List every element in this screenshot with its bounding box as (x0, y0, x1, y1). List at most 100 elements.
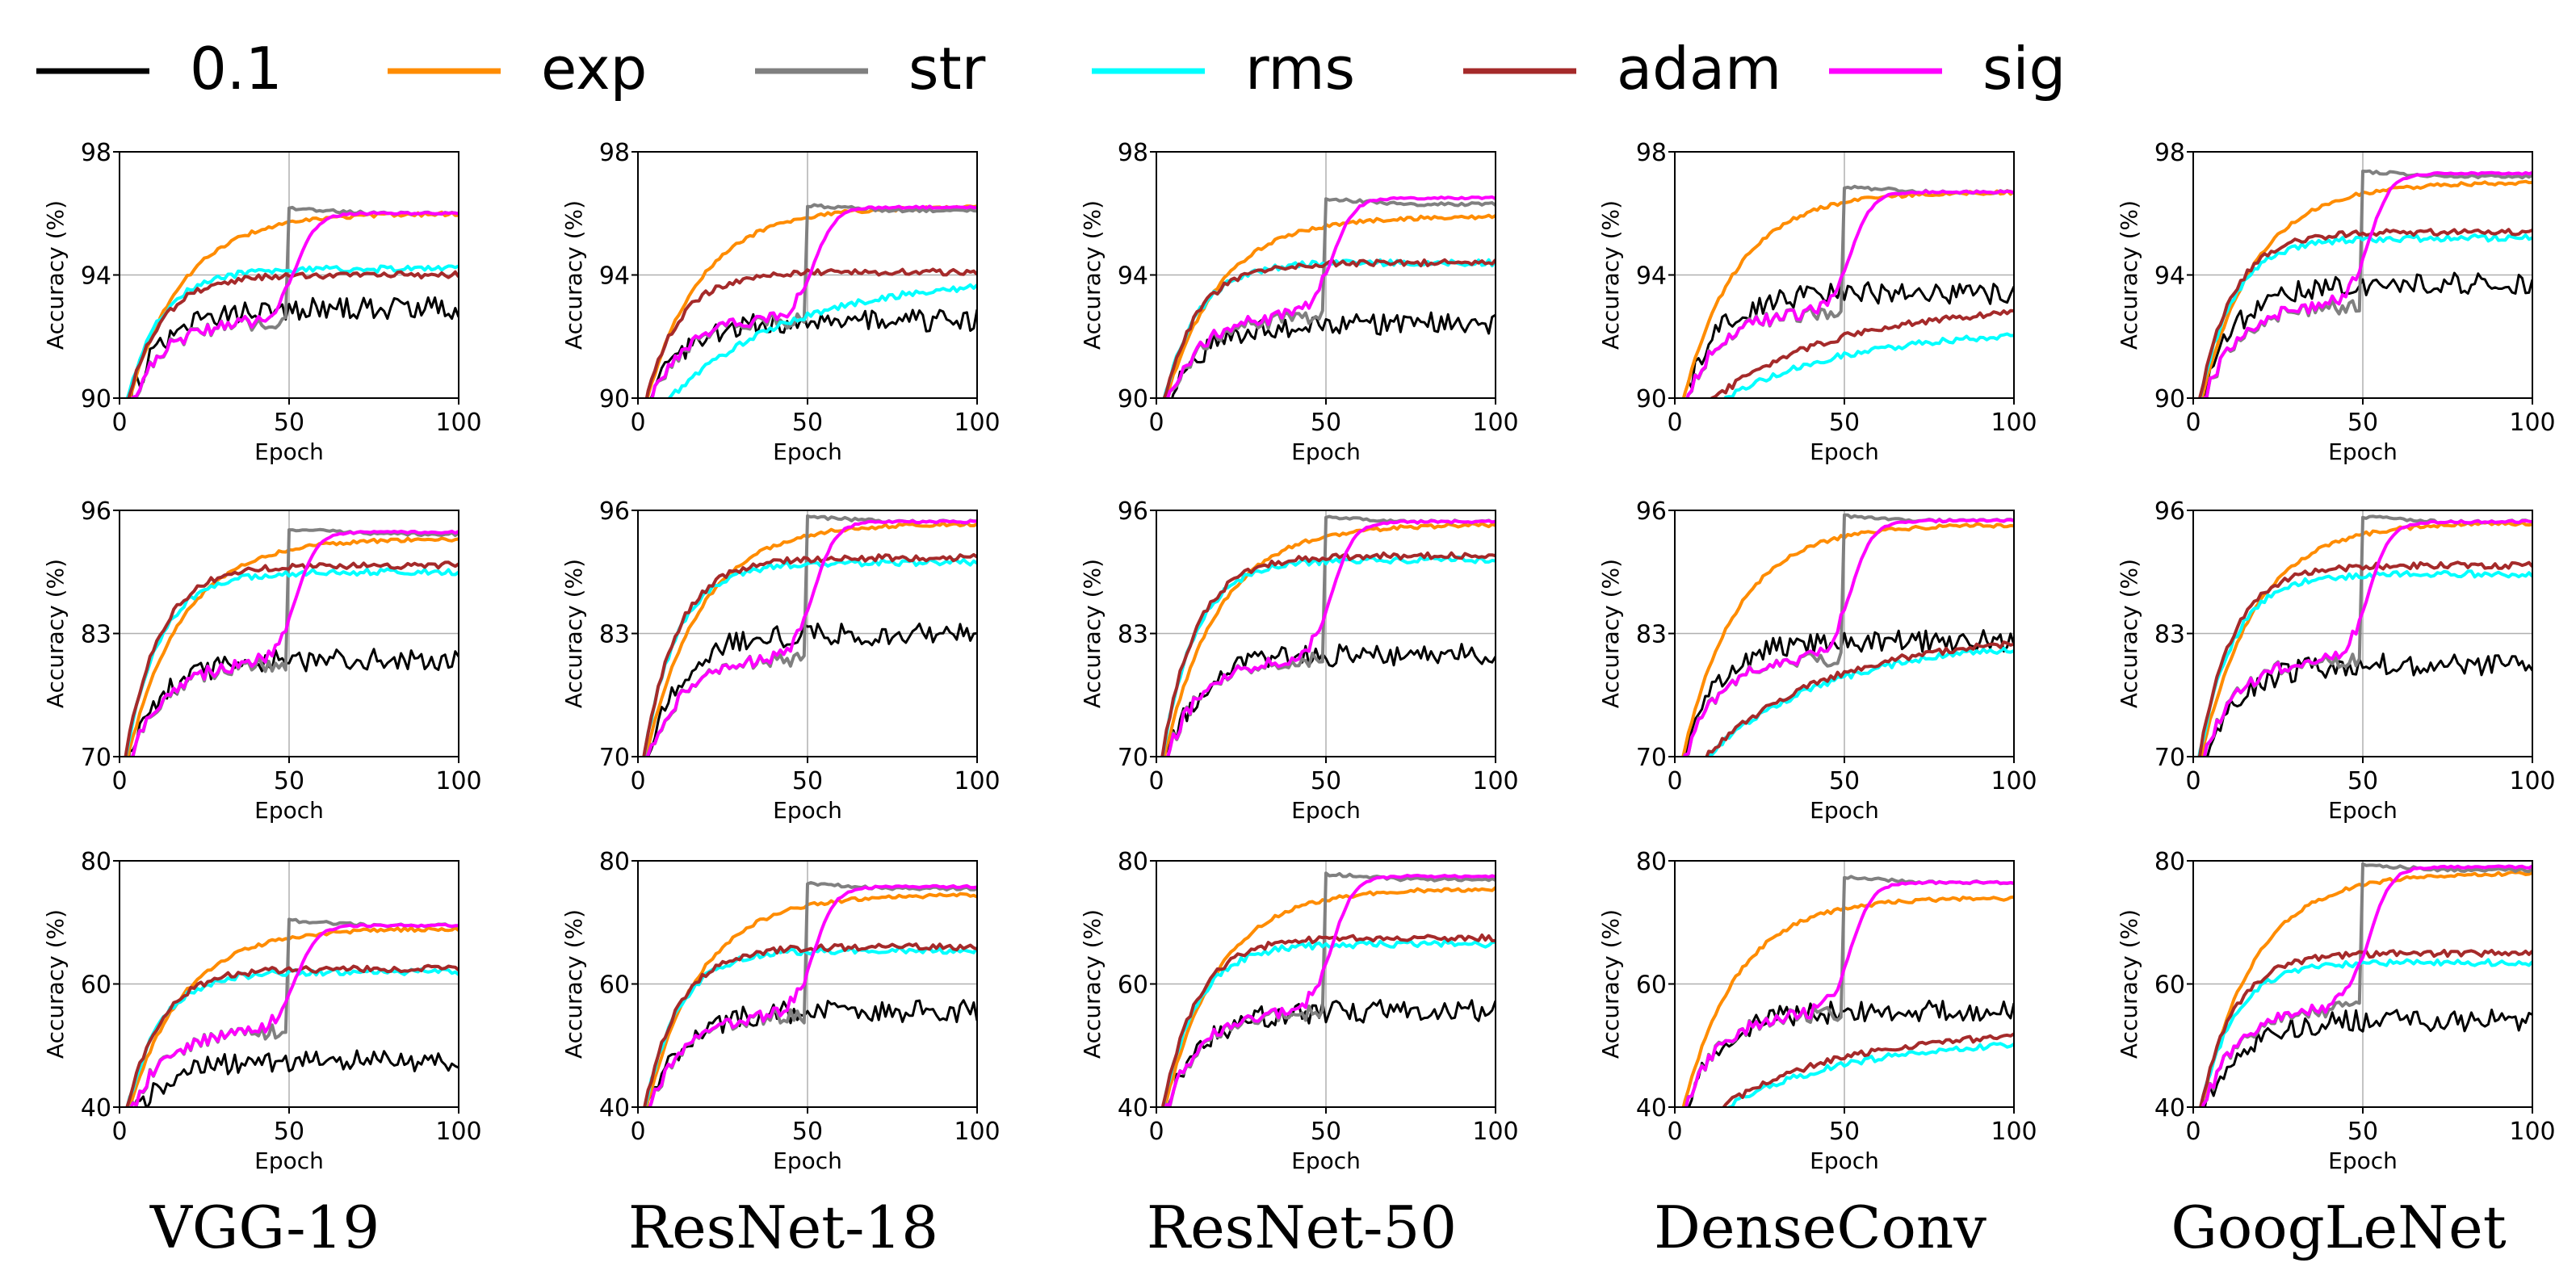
y-tick-label: 40 (1118, 1094, 1148, 1122)
series-group (2198, 862, 2532, 1107)
series-sig (1166, 518, 1496, 757)
x-axis-label: Epoch (1291, 1147, 1361, 1174)
series-sig (645, 519, 977, 757)
x-tick-label: 0 (1148, 409, 1164, 437)
y-tick-label: 83 (599, 621, 630, 649)
x-tick-label: 50 (274, 1118, 304, 1146)
series-sig (1684, 879, 2014, 1107)
panel-r1-c2: 0 50 100 90 94 98 Epoch Accuracy (%) (560, 139, 1001, 465)
series-group (2197, 514, 2532, 757)
panel-r2-c4: 0 50 100 70 83 96 Epoch Accuracy (%) (1597, 497, 2037, 824)
series-adam (2197, 560, 2532, 757)
y-tick-label: 96 (599, 497, 630, 526)
x-tick-label: 0 (111, 767, 127, 795)
y-axis-label: Accuracy (%) (560, 200, 587, 350)
series-rms (667, 283, 977, 398)
x-tick-label: 100 (2509, 409, 2555, 437)
y-tick-label: 80 (2154, 848, 2185, 876)
x-tick-label: 0 (1667, 1118, 1682, 1146)
x-tick-label: 0 (1148, 1118, 1164, 1146)
y-tick-label: 98 (1636, 139, 1667, 167)
y-axis-label: Accuracy (%) (560, 559, 587, 708)
x-tick-label: 50 (2347, 767, 2378, 795)
model-label-denseconv: DenseConv (1654, 1194, 1987, 1261)
panel-r2-c3: 0 50 100 70 83 96 Epoch Accuracy (%) (1079, 497, 1519, 824)
x-axis-label: Epoch (2328, 438, 2398, 465)
y-tick-label: 70 (81, 744, 111, 772)
panel-r3-c2: 0 50 100 40 60 80 Epoch Accuracy (%) (560, 848, 1001, 1174)
x-axis-label: Epoch (1810, 438, 1879, 465)
x-tick-label: 50 (2347, 1118, 2378, 1146)
series-group (124, 527, 459, 757)
series-adam (1162, 258, 1496, 398)
x-axis-label: Epoch (1291, 797, 1361, 824)
series-rms (1160, 555, 1496, 757)
x-axis-label: Epoch (254, 1147, 324, 1174)
legend-label-rms: rms (1245, 35, 1355, 103)
series-group (644, 203, 977, 398)
x-tick-label: 0 (2185, 767, 2201, 795)
y-tick-label: 94 (1636, 262, 1667, 291)
panel-r2-c2: 0 50 100 70 83 96 Epoch Accuracy (%) (560, 497, 1001, 824)
series-sig (1165, 195, 1496, 398)
y-axis-label: Accuracy (%) (42, 559, 69, 708)
series-sig (650, 204, 977, 398)
series-sig (129, 922, 459, 1107)
series-rms (1704, 646, 2014, 757)
x-tick-label: 100 (1472, 767, 1518, 795)
y-tick-label: 94 (599, 262, 630, 291)
series-adam (127, 270, 459, 398)
y-axis-label: Accuracy (%) (1597, 559, 1624, 708)
y-tick-label: 60 (81, 971, 111, 1000)
panel-r1-c5: 0 50 100 90 94 98 Epoch Accuracy (%) (2116, 139, 2556, 465)
series-adam (1160, 933, 1496, 1107)
panel-r3-c1: 0 50 100 40 60 80 Epoch Accuracy (%) (42, 848, 482, 1174)
series-group (1681, 875, 2014, 1107)
series-rms (1161, 939, 1496, 1107)
x-axis-label: Epoch (773, 797, 842, 824)
series-0.1 (1683, 999, 2014, 1107)
y-tick-label: 94 (2154, 262, 2185, 291)
model-label-vgg-19: VGG-19 (149, 1194, 380, 1261)
x-tick-label: 0 (2185, 1118, 2201, 1146)
series-0.1 (647, 623, 977, 757)
y-tick-label: 96 (2154, 497, 2185, 526)
x-tick-label: 100 (954, 409, 1000, 437)
series-group (125, 205, 459, 398)
series-adam (1701, 640, 2014, 757)
x-tick-label: 100 (435, 409, 481, 437)
series-0.1 (2201, 652, 2532, 757)
x-tick-label: 50 (1829, 1118, 1860, 1146)
x-axis-label: Epoch (773, 1147, 842, 1174)
x-tick-label: 100 (1991, 1118, 2037, 1146)
y-tick-label: 94 (1118, 262, 1148, 291)
y-axis-label: Accuracy (%) (42, 909, 69, 1059)
series-0.1 (134, 1049, 459, 1107)
x-tick-label: 100 (435, 767, 481, 795)
y-tick-label: 80 (1636, 848, 1667, 876)
x-tick-label: 50 (1311, 1118, 1341, 1146)
series-sig (648, 883, 977, 1107)
x-tick-label: 50 (2347, 409, 2378, 437)
y-tick-label: 40 (2154, 1094, 2185, 1122)
legend: 0.1 exp str rms adam sig (36, 35, 2066, 103)
y-tick-label: 96 (81, 497, 111, 526)
series-0.1 (1171, 311, 1496, 398)
x-axis-label: Epoch (254, 438, 324, 465)
y-axis-label: Accuracy (%) (1079, 909, 1105, 1059)
x-tick-label: 50 (1829, 767, 1860, 795)
x-tick-label: 0 (111, 409, 127, 437)
series-adam (124, 560, 459, 757)
x-axis-label: Epoch (2328, 797, 2398, 824)
y-tick-label: 98 (2154, 139, 2185, 167)
x-axis-label: Epoch (2328, 1147, 2398, 1174)
y-tick-label: 96 (1636, 497, 1667, 526)
y-tick-label: 70 (1118, 744, 1148, 772)
series-rms (2198, 233, 2532, 398)
series-group (642, 514, 977, 757)
y-tick-label: 60 (2154, 971, 2185, 1000)
panel-r1-c3: 0 50 100 90 94 98 Epoch Accuracy (%) (1079, 139, 1519, 465)
y-tick-label: 90 (1118, 385, 1148, 413)
panel-r1-c1: 0 50 100 90 94 98 Epoch Accuracy (%) (42, 139, 482, 465)
panel-r2-c5: 0 50 100 70 83 96 Epoch Accuracy (%) (2116, 497, 2556, 824)
